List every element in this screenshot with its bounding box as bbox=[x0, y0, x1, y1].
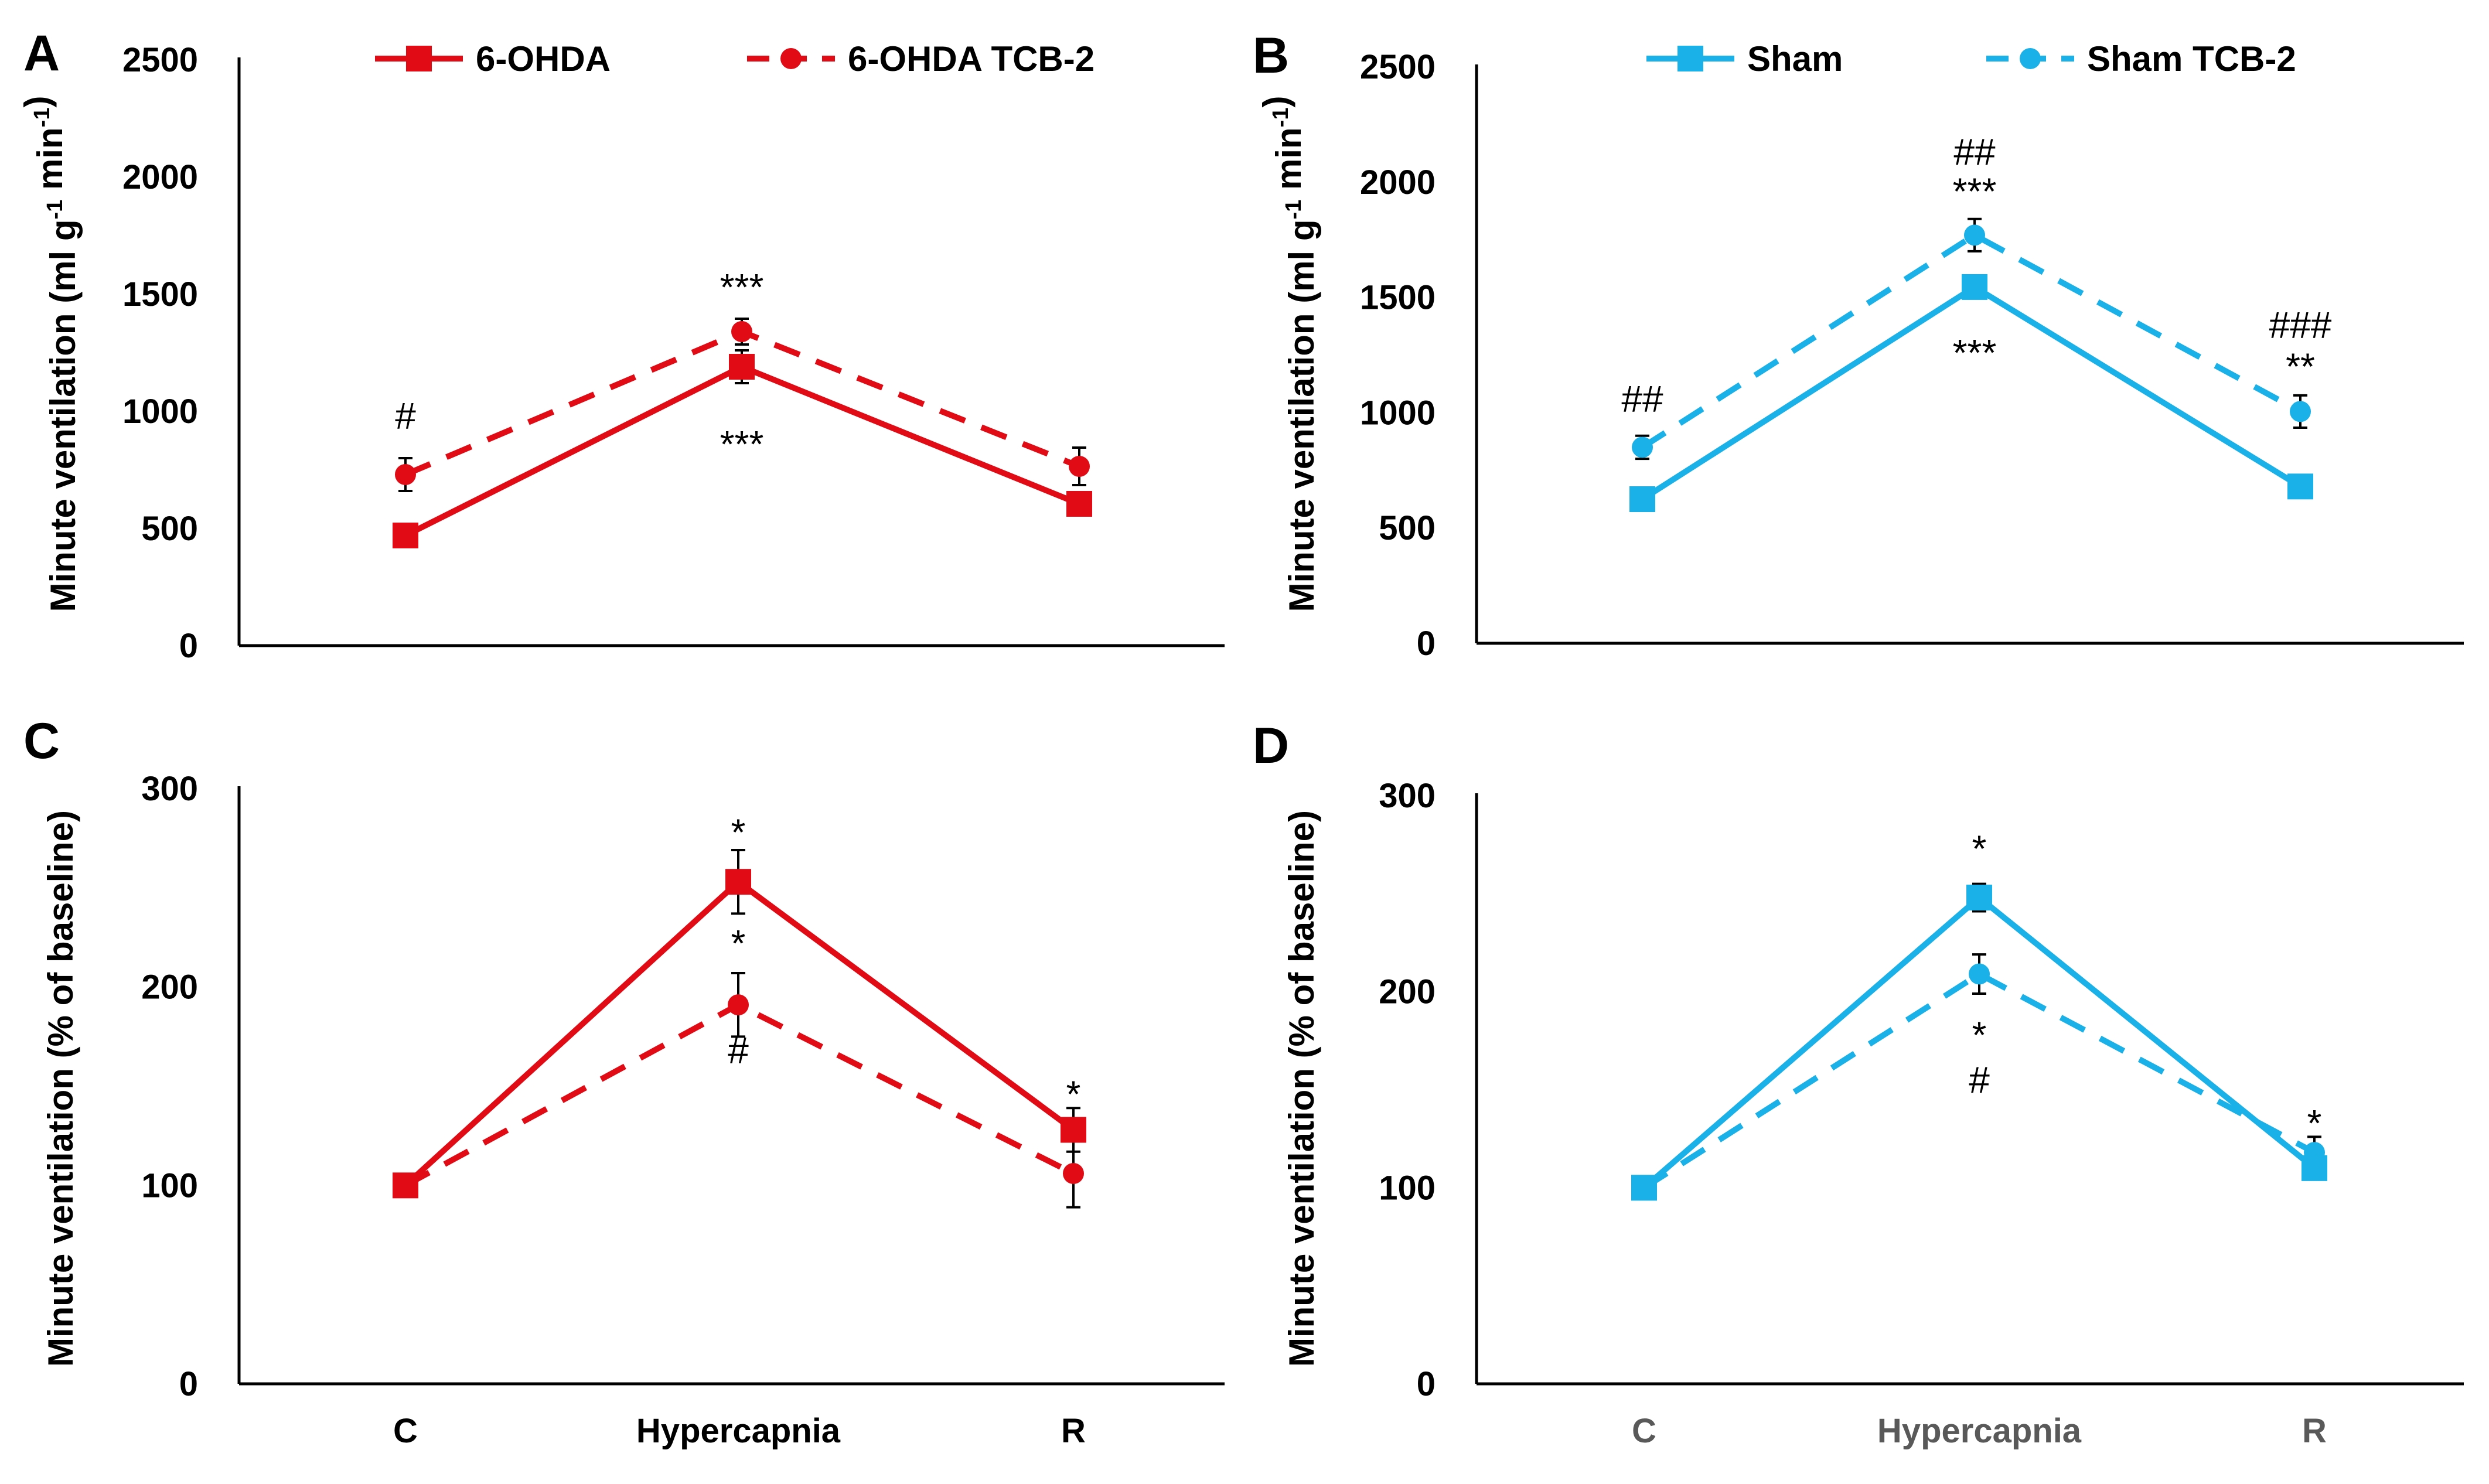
y-tick-label: 300 bbox=[1379, 777, 1436, 815]
series-6-ohda bbox=[393, 848, 1086, 1199]
y-tick-label: 200 bbox=[1379, 973, 1436, 1011]
panel-letter: D bbox=[1253, 718, 1289, 774]
y-tick-label: 2500 bbox=[122, 41, 198, 79]
legend-marker bbox=[1677, 46, 1703, 71]
data-point bbox=[1063, 1163, 1084, 1185]
data-point bbox=[1629, 486, 1655, 512]
series-6-ohda-tcb-2 bbox=[395, 318, 1090, 492]
y-tick-label: 1000 bbox=[1360, 394, 1436, 432]
y-tick-label: 100 bbox=[1379, 1169, 1436, 1207]
legend: Sham Sham TCB-2 bbox=[1646, 39, 2296, 79]
legend: 6-OHDA 6-OHDA TCB-2 bbox=[375, 39, 1095, 79]
x-category-label: C bbox=[393, 1412, 418, 1450]
y-tick-label: 2000 bbox=[1360, 163, 1436, 202]
significance-marker: # bbox=[1969, 1059, 1990, 1101]
y-tick-label: 100 bbox=[141, 1166, 198, 1205]
x-category-label: R bbox=[1061, 1412, 1086, 1450]
legend-marker bbox=[406, 46, 432, 71]
series-sham bbox=[1629, 274, 2313, 512]
data-point bbox=[395, 464, 416, 485]
significance-marker: * bbox=[731, 922, 746, 964]
y-axis-label: Minute ventilation (% of baseline) bbox=[1282, 810, 1321, 1367]
y-tick-label: 0 bbox=[179, 627, 198, 665]
y-axis-label: Minute ventilation (ml g-1 min-1) bbox=[1256, 96, 1321, 612]
y-tick-label: 1500 bbox=[122, 275, 198, 313]
data-point bbox=[2290, 401, 2311, 422]
x-category-label: Hypercapnia bbox=[1877, 1412, 2082, 1450]
y-tick-label: 2500 bbox=[1360, 48, 1436, 86]
significance-marker: ## bbox=[1953, 131, 1996, 173]
significance-marker: * bbox=[1066, 1073, 1081, 1115]
legend-label: 6-OHDA TCB-2 bbox=[848, 39, 1095, 79]
data-point bbox=[728, 994, 749, 1016]
y-tick-label: 1500 bbox=[1360, 279, 1436, 317]
legend-marker bbox=[780, 48, 802, 69]
legend-label: Sham bbox=[1747, 39, 1843, 79]
panel-letter: A bbox=[23, 25, 60, 81]
y-tick-label: 2000 bbox=[122, 158, 198, 196]
data-point bbox=[393, 1172, 418, 1199]
series-6-ohda bbox=[393, 349, 1092, 548]
significance-marker: * bbox=[731, 811, 746, 854]
panel-a: A 0 500 1000 1500 2000 2500 Minute ventilation … bbox=[18, 25, 1225, 665]
data-point bbox=[1632, 436, 1653, 458]
data-point bbox=[725, 869, 751, 895]
y-axis-label: Minute ventilation (% of baseline) bbox=[41, 810, 80, 1367]
y-tick-label: 0 bbox=[1417, 625, 1436, 663]
y-tick-label: 0 bbox=[179, 1365, 198, 1403]
panel-letter: B bbox=[1253, 28, 1289, 84]
significance-marker: ## bbox=[1621, 378, 1663, 420]
data-point bbox=[1964, 224, 1985, 246]
data-point bbox=[1962, 274, 1987, 300]
y-tick-label: 300 bbox=[141, 770, 198, 808]
legend-marker bbox=[2020, 48, 2041, 69]
panel-d: D 0 100 200 300 Minute ventilation (% of base… bbox=[1253, 718, 2464, 1450]
significance-marker: *** bbox=[1953, 332, 1997, 374]
panel-c: C 0 100 200 300 Minute ventilation (% of base… bbox=[23, 713, 1225, 1450]
data-point bbox=[1066, 491, 1092, 517]
data-point bbox=[1069, 456, 1090, 477]
y-tick-label: 500 bbox=[141, 510, 198, 548]
y-tick-label: 200 bbox=[141, 968, 198, 1007]
legend-label: 6-OHDA bbox=[476, 39, 611, 79]
significance-marker: *** bbox=[720, 266, 764, 308]
significance-marker: *** bbox=[720, 423, 764, 465]
legend-label: Sham TCB-2 bbox=[2087, 39, 2296, 79]
y-tick-label: 500 bbox=[1379, 509, 1436, 547]
series-sham-tcb-2 bbox=[1632, 217, 2311, 460]
significance-marker: * bbox=[2307, 1102, 2322, 1144]
series-sham bbox=[1631, 882, 2327, 1201]
significance-marker: ** bbox=[2286, 346, 2315, 388]
data-point bbox=[729, 354, 755, 380]
panel-letter: C bbox=[23, 713, 60, 769]
significance-marker: # bbox=[728, 1029, 749, 1072]
data-point bbox=[2302, 1155, 2327, 1181]
y-tick-label: 1000 bbox=[122, 393, 198, 431]
data-point bbox=[1061, 1117, 1086, 1143]
y-tick-label: 0 bbox=[1417, 1365, 1436, 1403]
significance-marker: # bbox=[395, 395, 416, 437]
data-point bbox=[1966, 885, 1992, 911]
data-point bbox=[1969, 963, 1990, 985]
data-point bbox=[393, 523, 418, 548]
x-category-label: R bbox=[2302, 1412, 2327, 1450]
significance-marker: ### bbox=[2269, 304, 2332, 346]
series-line bbox=[1641, 283, 2302, 502]
significance-marker: *** bbox=[1953, 170, 1997, 213]
series-line bbox=[1641, 231, 2302, 450]
data-point bbox=[1631, 1175, 1657, 1201]
x-category-label: Hypercapnia bbox=[636, 1412, 841, 1450]
panel-b: B 0 500 1000 1500 2000 2500 Minute ventilation … bbox=[1253, 28, 2464, 663]
x-category-label: C bbox=[1632, 1412, 1656, 1450]
y-axis-label: Minute ventilation (ml g-1 min-1) bbox=[18, 96, 83, 612]
significance-marker: * bbox=[1972, 1014, 1987, 1056]
significance-marker: * bbox=[1972, 827, 1987, 869]
data-point bbox=[731, 321, 752, 342]
data-point bbox=[2287, 473, 2313, 500]
series-6-ohda-tcb-2 bbox=[395, 971, 1084, 1209]
